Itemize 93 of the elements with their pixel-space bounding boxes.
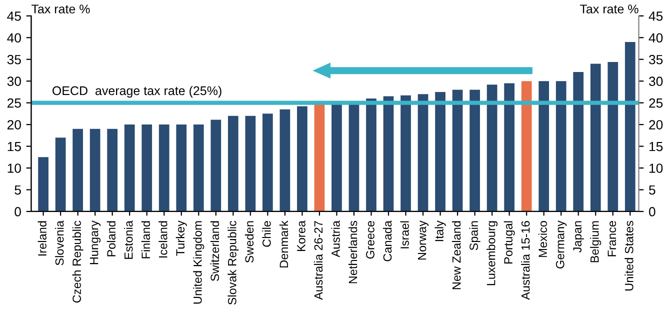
x-tick-label: United Kingdom bbox=[193, 221, 204, 304]
bar bbox=[590, 64, 601, 212]
bar bbox=[210, 120, 222, 212]
bar bbox=[348, 102, 360, 212]
x-tick-label: Portugal bbox=[504, 221, 515, 264]
bar bbox=[72, 128, 83, 212]
bar bbox=[158, 124, 170, 212]
y-tick-label: 0 bbox=[14, 207, 21, 216]
bar bbox=[573, 72, 584, 212]
x-tick-label: Chile bbox=[262, 221, 271, 247]
x-tick-label: Norway bbox=[418, 220, 429, 260]
y-tick-label: 40 bbox=[7, 33, 21, 43]
x-tick-label: Spain bbox=[469, 221, 480, 250]
x-tick-label: Greece bbox=[366, 221, 374, 259]
x-tick-label: Denmark bbox=[279, 220, 288, 268]
bar bbox=[38, 157, 48, 212]
bar bbox=[332, 102, 342, 212]
bar bbox=[556, 81, 566, 212]
bar bbox=[366, 98, 376, 212]
x-tick-label: Mexico bbox=[538, 220, 548, 257]
x-tick-label: Sweden bbox=[244, 221, 254, 263]
x-tick-label: Czech Republic bbox=[72, 220, 84, 303]
x-tick-label: Hungary bbox=[90, 220, 101, 264]
y2-axis-title: Tax rate % bbox=[580, 4, 638, 14]
x-tick-label: Estonia bbox=[124, 220, 133, 259]
y-tick-label: 30 bbox=[7, 76, 21, 86]
y-tick-label: 25 bbox=[7, 98, 21, 108]
x-tick-label: Ireland bbox=[38, 221, 46, 256]
x-tick-label: Germany bbox=[556, 220, 567, 268]
y2-tick-label: 20 bbox=[649, 120, 663, 130]
y2-tick-label: 10 bbox=[649, 164, 663, 173]
x-tick-label: Japan bbox=[573, 221, 584, 252]
ref-line-label: OECD average tax rate (25%) bbox=[52, 86, 222, 98]
x-tick-label: Canada bbox=[382, 220, 392, 262]
bar bbox=[504, 83, 514, 212]
bar bbox=[435, 92, 446, 212]
y-tick-label: 20 bbox=[7, 120, 21, 130]
x-tick-label: Australia 15-16 bbox=[521, 221, 530, 300]
bar bbox=[521, 81, 532, 212]
bar bbox=[538, 81, 550, 212]
bar bbox=[608, 62, 618, 212]
bar bbox=[400, 95, 411, 212]
x-tick-label: Turkey bbox=[176, 220, 187, 256]
y2-tick-label: 45 bbox=[648, 12, 663, 21]
y2-tick-label: 35 bbox=[648, 54, 663, 64]
y-tick-label: 5 bbox=[14, 185, 21, 195]
y-axis-title: Tax rate % bbox=[31, 4, 90, 14]
y-tick-label: 35 bbox=[7, 54, 21, 64]
y2-tick-label: 5 bbox=[649, 185, 656, 195]
bar bbox=[314, 102, 325, 212]
x-tick-label: Slovenia bbox=[55, 220, 64, 266]
x-tick-label: Italy bbox=[434, 220, 446, 242]
x-tick-label: Australia 26-27 bbox=[314, 221, 323, 300]
bar bbox=[262, 114, 273, 212]
bar bbox=[624, 42, 636, 212]
bar bbox=[297, 106, 308, 212]
bar bbox=[280, 109, 290, 212]
bar bbox=[142, 124, 152, 212]
bar bbox=[176, 124, 187, 212]
bar bbox=[245, 116, 256, 212]
x-tick-label: Netherlands bbox=[348, 220, 358, 284]
x-tick-label: Iceland bbox=[158, 221, 168, 258]
x-tick-label: Switzerland bbox=[210, 221, 220, 281]
x-tick-label: France bbox=[608, 221, 616, 256]
y2-tick-label: 15 bbox=[649, 142, 663, 152]
bar bbox=[486, 84, 498, 212]
y-tick-label: 10 bbox=[8, 164, 21, 173]
x-tick-label: Korea bbox=[297, 220, 306, 252]
x-tick-label: Austria bbox=[331, 220, 340, 258]
x-tick-label: Finland bbox=[141, 221, 150, 258]
bar bbox=[107, 128, 118, 212]
x-tick-label: Slovak Republic bbox=[228, 220, 239, 305]
bar bbox=[452, 90, 463, 212]
x-tick-label: United States bbox=[624, 220, 634, 290]
bar bbox=[418, 94, 428, 212]
x-tick-label: New Zealand bbox=[452, 221, 461, 290]
bar bbox=[124, 124, 135, 212]
y-tick-label: 45 bbox=[7, 12, 21, 21]
bar bbox=[383, 96, 394, 212]
y2-tick-label: 40 bbox=[648, 33, 663, 43]
y2-tick-label: 30 bbox=[648, 76, 663, 86]
x-tick-label: Luxembourg bbox=[486, 221, 498, 286]
bar bbox=[470, 90, 480, 212]
x-tick-label: Israel bbox=[400, 221, 409, 248]
y-tick-label: 15 bbox=[8, 142, 21, 152]
bar bbox=[228, 116, 238, 212]
x-tick-label: Poland bbox=[106, 221, 116, 256]
bar bbox=[193, 124, 204, 212]
y2-tick-label: 25 bbox=[649, 98, 663, 108]
x-tick-label: Belgium bbox=[590, 221, 602, 262]
bar bbox=[55, 138, 66, 212]
y2-tick-label: 0 bbox=[649, 207, 656, 216]
bar bbox=[90, 128, 100, 212]
